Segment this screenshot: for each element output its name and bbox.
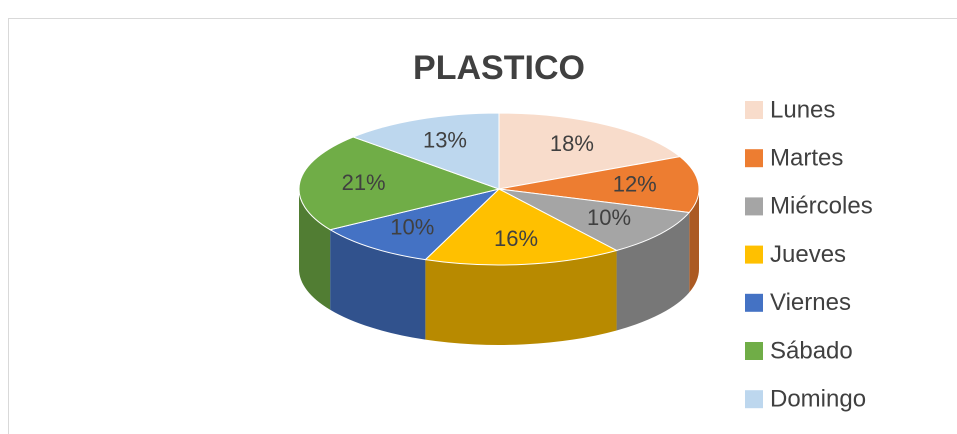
- legend-swatch: [745, 245, 763, 264]
- legend-swatch: [745, 390, 763, 409]
- slice-tops: [298, 112, 700, 266]
- data-label: 12%: [613, 172, 657, 197]
- legend-label: Martes: [770, 145, 843, 172]
- legend-label: Miércoles: [770, 193, 873, 220]
- legend-swatch: [745, 101, 763, 119]
- legend-label: Viernes: [770, 289, 851, 316]
- slice: [298, 136, 501, 231]
- slice-side: [689, 189, 699, 293]
- data-label: 18%: [550, 131, 594, 156]
- legend-swatch: [745, 197, 763, 216]
- slice: [498, 156, 700, 214]
- data-label: 13%: [423, 127, 467, 152]
- slice-sides: [299, 189, 699, 345]
- slice-side: [330, 229, 426, 340]
- slice-labels: 18%12%10%16%10%21%13%: [342, 127, 657, 251]
- slice: [351, 112, 500, 190]
- slice-side: [425, 250, 617, 345]
- legend-label: Sábado: [770, 337, 853, 364]
- slice: [424, 188, 618, 266]
- slice: [498, 112, 682, 190]
- slice: [328, 188, 501, 261]
- data-label: 21%: [342, 170, 386, 195]
- legend-swatch: [745, 293, 763, 312]
- slice-side: [616, 212, 690, 331]
- legend-label: Jueves: [770, 241, 846, 268]
- chart-title: PLASTICO: [413, 49, 585, 87]
- legend-swatch: [745, 342, 763, 360]
- legend-swatch: [745, 149, 763, 168]
- slice: [498, 188, 691, 252]
- data-label: 10%: [390, 215, 434, 240]
- data-label: 10%: [587, 205, 631, 230]
- chart-frame: [8, 18, 957, 434]
- data-label: 16%: [494, 226, 538, 251]
- legend-label: Domingo: [770, 386, 866, 413]
- slice-side: [299, 189, 331, 310]
- legend-label: Lunes: [770, 96, 835, 123]
